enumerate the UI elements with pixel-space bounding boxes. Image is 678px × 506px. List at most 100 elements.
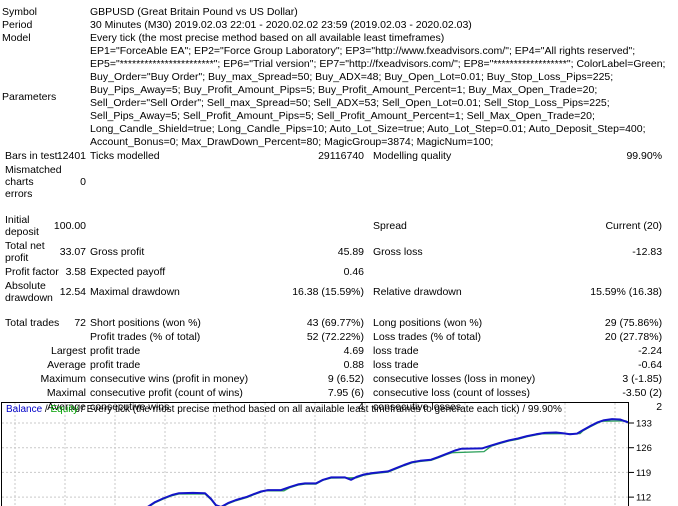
stat-value: 52 (72.22%): [280, 330, 366, 344]
stat-value: 9 (6.52): [280, 372, 366, 386]
stat-value: 29116740: [280, 149, 366, 163]
stat-label: loss trade: [366, 344, 538, 358]
stat-value: [538, 265, 678, 279]
stat-value: Maximum: [41, 373, 87, 385]
stat-value: [538, 163, 678, 201]
stat-label: Profit trades (% of total): [88, 330, 280, 344]
value-parameters: EP1="ForceAble EA"; EP2="Force Group Lab…: [88, 45, 678, 149]
stat-value: 12401: [57, 150, 86, 162]
stat-label-cell: Maximum: [0, 372, 88, 386]
stat-label: Maximal drawdown: [88, 279, 280, 305]
label-symbol: Symbol: [0, 6, 88, 19]
stat-row-profit-trades-of-total: Profit trades (% of total)52 (72.22%)Los…: [0, 330, 678, 344]
stat-value: 15.59% (16.38): [538, 279, 678, 305]
info-label: Parameters: [2, 91, 56, 103]
stat-label: Loss trades (% of total): [366, 330, 538, 344]
chart-header: Balance / Equity / Every tick (the most …: [6, 404, 562, 415]
stat-label: Expected payoff: [88, 265, 280, 279]
stat-label: Gross loss: [366, 239, 538, 265]
stat-label: Spread: [366, 213, 538, 239]
stat-label: Short positions (won %): [88, 315, 280, 329]
stat-label: Absolute drawdown: [5, 280, 63, 304]
value-period: 30 Minutes (M30) 2019.02.03 22:01 - 2020…: [88, 19, 678, 32]
stat-label-cell: Total trades 72: [0, 315, 88, 329]
stat-label-cell: Profit factor 3.58: [0, 265, 88, 279]
stat-value: 3.58: [66, 266, 86, 278]
stat-label: loss trade: [366, 358, 538, 372]
strategy-tester-report: { "report": { "info_rows": [ {"key":"sym…: [0, 6, 678, 506]
stat-label: [366, 265, 538, 279]
stat-value: 43 (69.77%): [280, 315, 366, 329]
stat-value: 100.00: [54, 220, 86, 232]
stat-value: 20 (27.78%): [538, 330, 678, 344]
stat-label: consecutive losses (loss in money): [366, 372, 538, 386]
stat-value: -2.24: [538, 344, 678, 358]
stat-label: Long positions (won %): [366, 315, 538, 329]
value-model: Every tick (the most precise method base…: [88, 32, 678, 45]
value-symbol: GBPUSD (Great Britain Pound vs US Dollar…: [88, 6, 678, 19]
stat-label-cell: Mismatched charts errors 0: [0, 163, 88, 201]
y-axis-label: 126: [636, 443, 652, 454]
stat-value: 45.89: [280, 239, 366, 265]
info-row-symbol: Symbol GBPUSD (Great Britain Pound vs US …: [0, 6, 678, 19]
equity-line: [140, 421, 628, 506]
report-table: Symbol GBPUSD (Great Britain Pound vs US …: [0, 6, 678, 414]
stat-value: 0.88: [280, 358, 366, 372]
stat-label: Bars in test: [5, 150, 58, 162]
stat-label: profit trade: [88, 344, 280, 358]
stat-label: Ticks modelled: [88, 149, 280, 163]
stat-label: Relative drawdown: [366, 279, 538, 305]
stat-label-cell: Largest: [0, 344, 88, 358]
stat-label: consecutive wins (profit in money): [88, 372, 280, 386]
stat-label: Modelling quality: [366, 149, 538, 163]
stat-label: profit trade: [88, 358, 280, 372]
stat-label: [88, 213, 280, 239]
stat-value: -0.64: [538, 358, 678, 372]
info-row-parameters: Parameters EP1="ForceAble EA"; EP2="Force…: [0, 45, 678, 149]
stat-label: Mismatched charts errors: [5, 164, 63, 200]
plot-border: [2, 403, 629, 506]
spacer-row: [0, 201, 678, 213]
stat-label: [88, 163, 280, 201]
info-row-period: Period 30 Minutes (M30) 2019.02.03 22:01 …: [0, 19, 678, 32]
stat-label-cell: [0, 330, 88, 344]
balance-line: [140, 419, 628, 506]
y-axis-label: 112: [636, 493, 651, 504]
stat-value: -12.83: [538, 239, 678, 265]
info-label: Period: [2, 19, 32, 31]
stat-value: 72: [74, 317, 86, 329]
stat-value: 12.54: [60, 286, 86, 298]
stat-label: Gross profit: [88, 239, 280, 265]
stat-value: Average: [47, 359, 86, 371]
info-row-model: Model Every tick (the most precise method…: [0, 32, 678, 45]
stat-value: Current (20): [538, 213, 678, 239]
label-parameters: Parameters: [0, 45, 88, 149]
label-model: Model: [0, 32, 88, 45]
info-label: Model: [2, 32, 31, 44]
stat-row-mismatched-charts-errors: Mismatched charts errors 0: [0, 163, 678, 201]
stat-value: 99.90%: [538, 149, 678, 163]
stat-label: Profit factor: [5, 266, 59, 278]
stat-value: [280, 163, 366, 201]
stat-value: 4.69: [280, 344, 366, 358]
legend-balance-label: Balance: [6, 404, 42, 415]
stat-label: Total trades: [5, 317, 59, 329]
y-axis-label: 119: [636, 468, 651, 479]
stat-value: 0: [80, 176, 86, 188]
stat-value: 3 (-1.85): [538, 372, 678, 386]
stat-label: Total net profit: [5, 240, 63, 264]
stat-value: Maximal: [47, 387, 86, 399]
stat-value: 29 (75.86%): [538, 315, 678, 329]
info-label: Symbol: [2, 6, 37, 18]
